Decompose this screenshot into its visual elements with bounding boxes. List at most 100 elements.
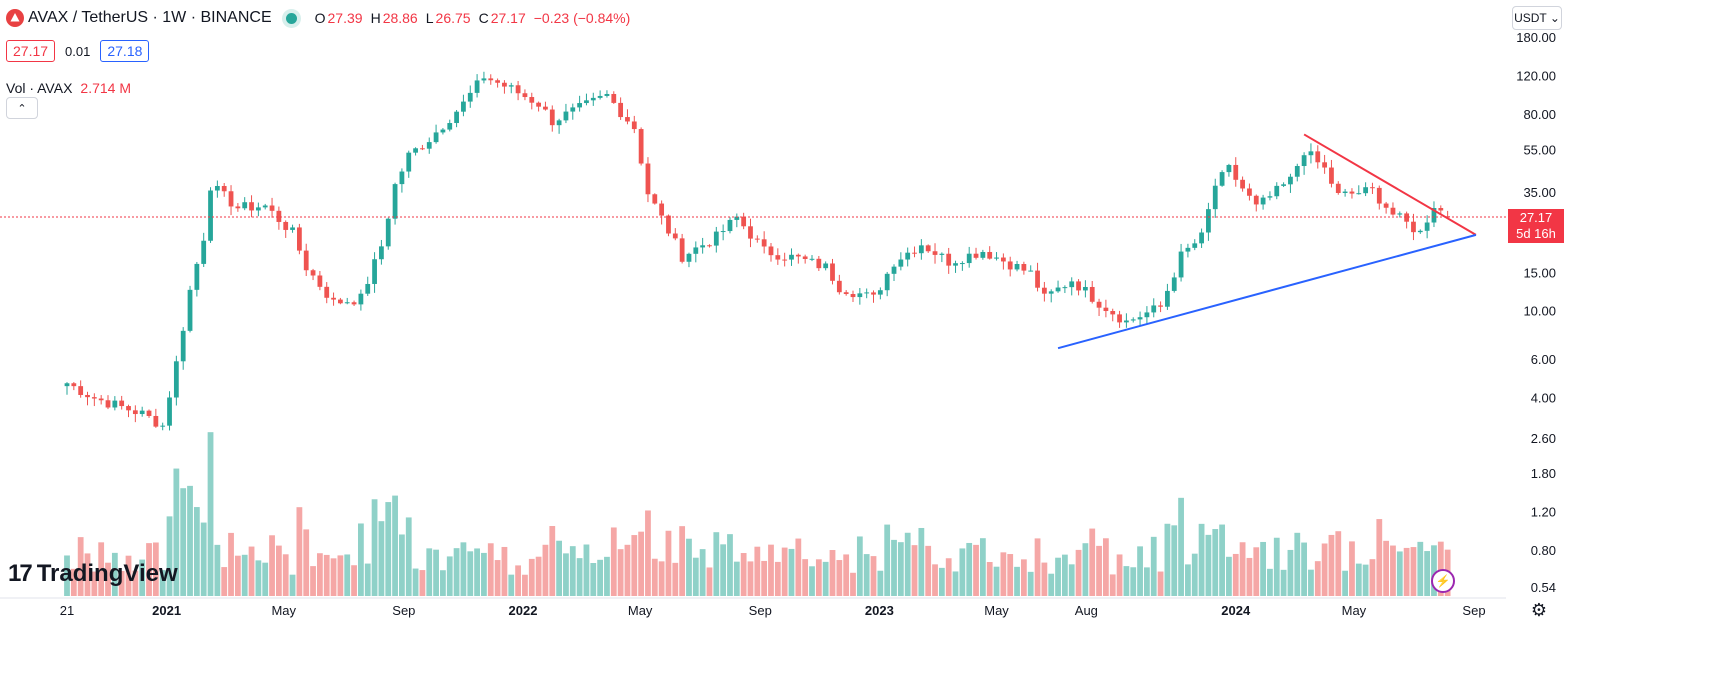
candle-body[interactable] bbox=[720, 231, 726, 233]
candle-body[interactable] bbox=[1158, 305, 1163, 307]
candle-body[interactable] bbox=[891, 266, 897, 274]
candle-body[interactable] bbox=[1308, 151, 1314, 156]
candle-body[interactable] bbox=[966, 253, 972, 264]
candle-body[interactable] bbox=[461, 101, 466, 112]
candle-body[interactable] bbox=[522, 93, 528, 98]
candle-body[interactable] bbox=[1438, 208, 1444, 211]
candle-body[interactable] bbox=[1151, 305, 1157, 313]
currency-selector[interactable]: USDT ⌄ bbox=[1512, 6, 1562, 30]
candle-body[interactable] bbox=[1185, 247, 1191, 252]
candle-body[interactable] bbox=[290, 227, 295, 230]
candle-body[interactable] bbox=[132, 410, 138, 415]
candle-body[interactable] bbox=[1007, 261, 1013, 270]
candle-body[interactable] bbox=[754, 238, 760, 240]
candle-body[interactable] bbox=[1411, 221, 1416, 233]
candle-body[interactable] bbox=[994, 257, 999, 259]
candle-body[interactable] bbox=[495, 80, 500, 83]
candle-body[interactable] bbox=[1226, 164, 1232, 173]
candle-body[interactable] bbox=[1062, 287, 1068, 289]
candle-body[interactable] bbox=[221, 185, 227, 192]
candle-body[interactable] bbox=[1192, 243, 1198, 248]
candle-body[interactable] bbox=[454, 111, 459, 124]
candle-body[interactable] bbox=[1021, 264, 1027, 271]
candle-body[interactable] bbox=[1329, 167, 1334, 184]
candle-body[interactable] bbox=[1274, 185, 1280, 197]
candle-body[interactable] bbox=[1335, 183, 1341, 193]
candle-body[interactable] bbox=[119, 400, 125, 407]
candle-body[interactable] bbox=[310, 270, 316, 276]
candle-body[interactable] bbox=[194, 263, 200, 290]
candle-body[interactable] bbox=[864, 292, 870, 294]
candle-body[interactable] bbox=[324, 286, 330, 298]
candle-body[interactable] bbox=[748, 226, 753, 239]
candle-body[interactable] bbox=[467, 92, 473, 102]
candle-body[interactable] bbox=[857, 293, 863, 298]
candle-body[interactable] bbox=[1424, 222, 1430, 231]
candle-body[interactable] bbox=[809, 258, 815, 260]
candle-body[interactable] bbox=[645, 163, 651, 195]
support-trendline[interactable] bbox=[1057, 233, 1477, 350]
candle-body[interactable] bbox=[515, 85, 521, 94]
candle-body[interactable] bbox=[973, 253, 979, 258]
candle-body[interactable] bbox=[173, 361, 179, 398]
candle-body[interactable] bbox=[71, 383, 77, 387]
candle-body[interactable] bbox=[338, 299, 343, 304]
candle-body[interactable] bbox=[1390, 207, 1396, 215]
candle-body[interactable] bbox=[296, 227, 302, 251]
candle-body[interactable] bbox=[918, 245, 924, 254]
candle-body[interactable] bbox=[372, 259, 377, 284]
candle-body[interactable] bbox=[269, 205, 275, 211]
candle-body[interactable] bbox=[1117, 314, 1122, 323]
candle-body[interactable] bbox=[358, 293, 364, 305]
candle-body[interactable] bbox=[433, 132, 439, 143]
candle-body[interactable] bbox=[1165, 290, 1170, 307]
candle-body[interactable] bbox=[379, 246, 384, 260]
candle-body[interactable] bbox=[590, 97, 596, 101]
candle-body[interactable] bbox=[898, 259, 904, 267]
settings-icon[interactable]: ⚙ bbox=[1530, 600, 1548, 620]
candle-body[interactable] bbox=[1082, 286, 1088, 291]
candle-body[interactable] bbox=[1363, 187, 1369, 194]
candle-body[interactable] bbox=[1219, 172, 1225, 186]
sell-price-button[interactable]: 27.17 bbox=[6, 40, 56, 62]
candle-body[interactable] bbox=[843, 292, 849, 295]
candle-body[interactable] bbox=[618, 102, 624, 118]
candle-body[interactable] bbox=[577, 103, 583, 108]
candle-body[interactable] bbox=[1281, 184, 1286, 186]
candle-body[interactable] bbox=[1288, 176, 1293, 185]
candle-body[interactable] bbox=[214, 185, 220, 191]
candle-body[interactable] bbox=[1301, 155, 1307, 167]
candle-body[interactable] bbox=[440, 129, 446, 133]
candle-body[interactable] bbox=[666, 215, 671, 234]
candle-body[interactable] bbox=[556, 120, 562, 126]
candle-body[interactable] bbox=[1137, 317, 1143, 320]
candle-body[interactable] bbox=[1370, 187, 1375, 189]
candle-body[interactable] bbox=[625, 117, 630, 122]
candle-body[interactable] bbox=[679, 238, 685, 262]
candle-body[interactable] bbox=[413, 148, 418, 153]
candle-body[interactable] bbox=[420, 148, 425, 150]
candle-body[interactable] bbox=[399, 171, 405, 185]
candle-body[interactable] bbox=[638, 129, 644, 164]
candle-body[interactable] bbox=[1322, 162, 1328, 168]
candle-body[interactable] bbox=[1315, 151, 1321, 163]
candle-body[interactable] bbox=[153, 415, 159, 427]
candle-body[interactable] bbox=[536, 102, 541, 107]
avax-logo-icon[interactable] bbox=[6, 9, 24, 27]
candle-body[interactable] bbox=[474, 80, 480, 93]
collapse-legend-button[interactable]: ⌃ bbox=[6, 97, 38, 119]
candle-body[interactable] bbox=[303, 250, 309, 271]
candle-body[interactable] bbox=[249, 202, 254, 211]
candle-body[interactable] bbox=[1349, 191, 1355, 194]
candle-body[interactable] bbox=[1110, 311, 1116, 315]
candle-body[interactable] bbox=[1267, 196, 1273, 198]
candle-body[interactable] bbox=[584, 100, 589, 104]
candle-body[interactable] bbox=[659, 203, 665, 216]
candle-body[interactable] bbox=[549, 109, 555, 126]
candle-body[interactable] bbox=[1253, 195, 1259, 205]
candle-body[interactable] bbox=[700, 245, 706, 248]
candle-body[interactable] bbox=[672, 233, 678, 239]
candle-body[interactable] bbox=[126, 406, 131, 411]
candle-body[interactable] bbox=[953, 263, 958, 266]
